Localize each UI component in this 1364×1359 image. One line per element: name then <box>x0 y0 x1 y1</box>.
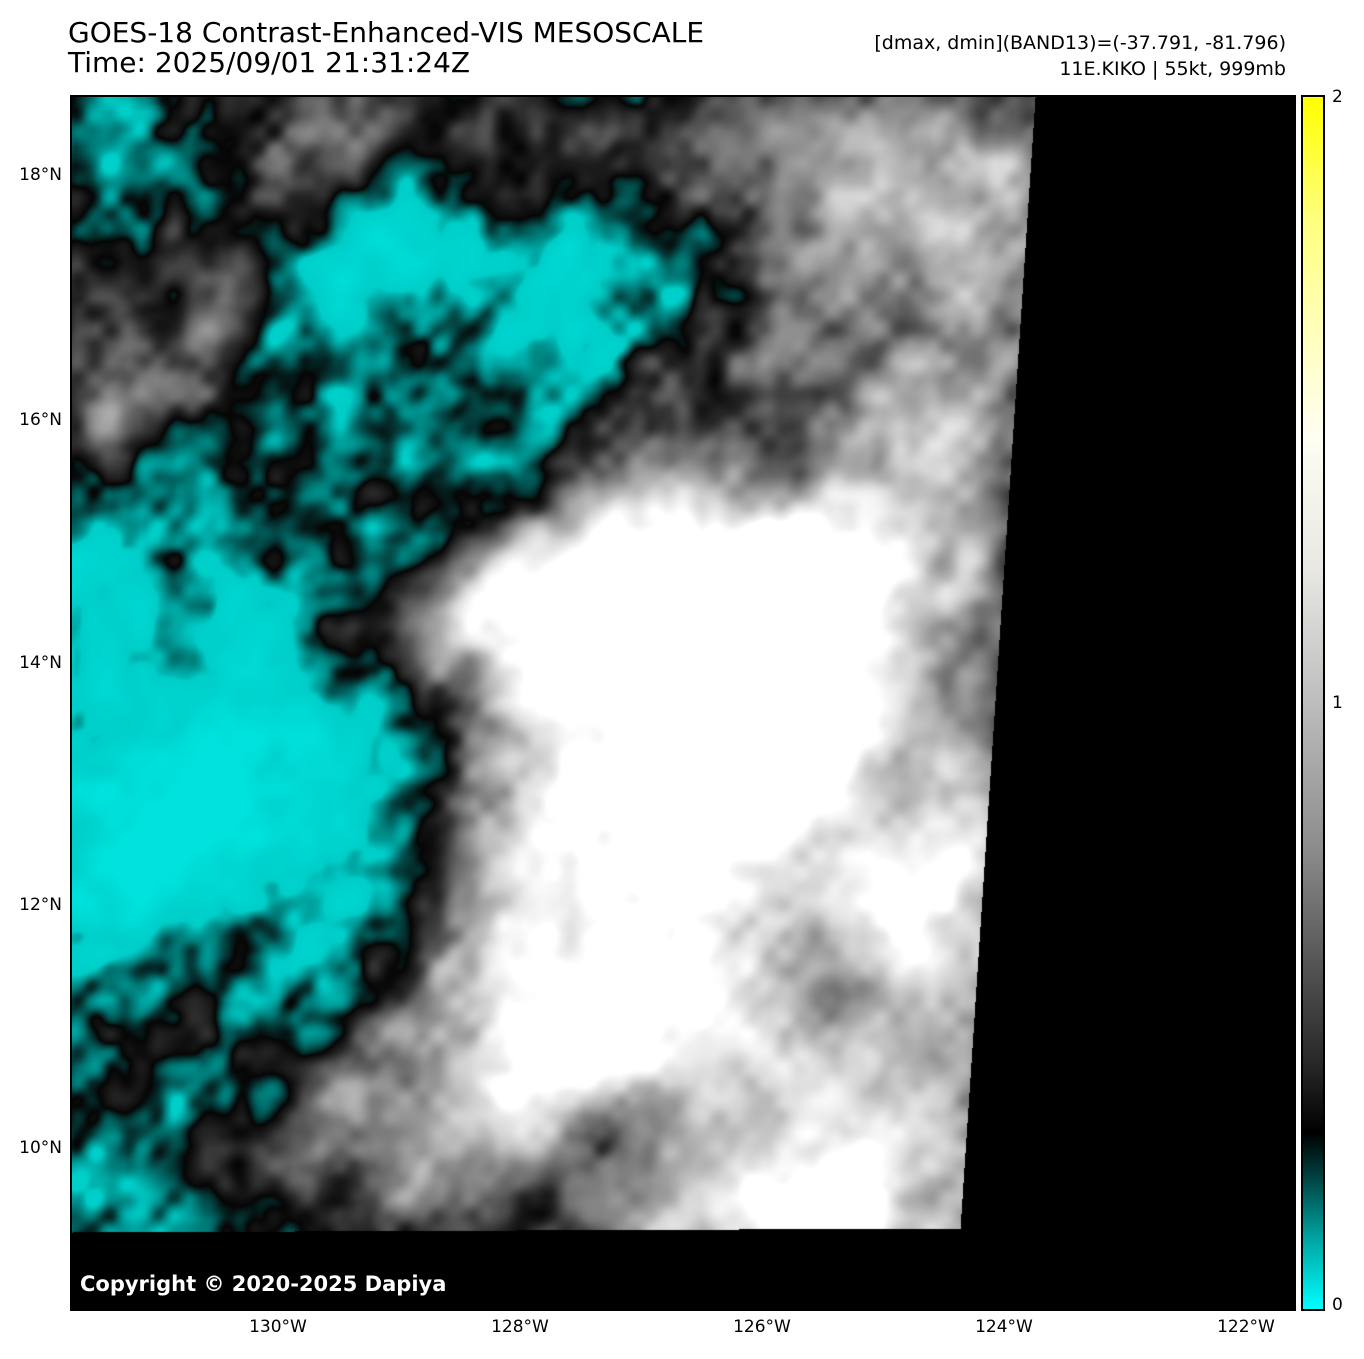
satellite-image-canvas <box>72 97 1294 1309</box>
lon-tick-126w: 126°W <box>733 1317 791 1337</box>
lat-tick-16n: 16°N <box>19 410 62 430</box>
lon-tick-130w: 130°W <box>249 1317 307 1337</box>
copyright-label: Copyright © 2020-2025 Dapiya <box>80 1272 447 1296</box>
band-range-label: [dmax, dmin](BAND13)=(-37.791, -81.796) <box>874 32 1286 54</box>
colorbar-tick-0: 0 <box>1332 1295 1343 1315</box>
lon-tick-124w: 124°W <box>975 1317 1033 1337</box>
colorbar <box>1301 95 1325 1311</box>
lon-tick-122w: 122°W <box>1217 1317 1275 1337</box>
page-title: GOES-18 Contrast-Enhanced-VIS MESOSCALE <box>68 16 705 49</box>
colorbar-tick-1: 1 <box>1332 693 1343 713</box>
satellite-map-plot <box>70 95 1296 1311</box>
lat-tick-12n: 12°N <box>19 895 62 915</box>
storm-info-label: 11E.KIKO | 55kt, 999mb <box>1059 58 1286 80</box>
lon-tick-128w: 128°W <box>491 1317 549 1337</box>
colorbar-tick-2: 2 <box>1332 87 1343 107</box>
lat-tick-14n: 14°N <box>19 653 62 673</box>
lat-tick-18n: 18°N <box>19 165 62 185</box>
timestamp-label: Time: 2025/09/01 21:31:24Z <box>68 46 471 79</box>
lat-tick-10n: 10°N <box>19 1138 62 1158</box>
